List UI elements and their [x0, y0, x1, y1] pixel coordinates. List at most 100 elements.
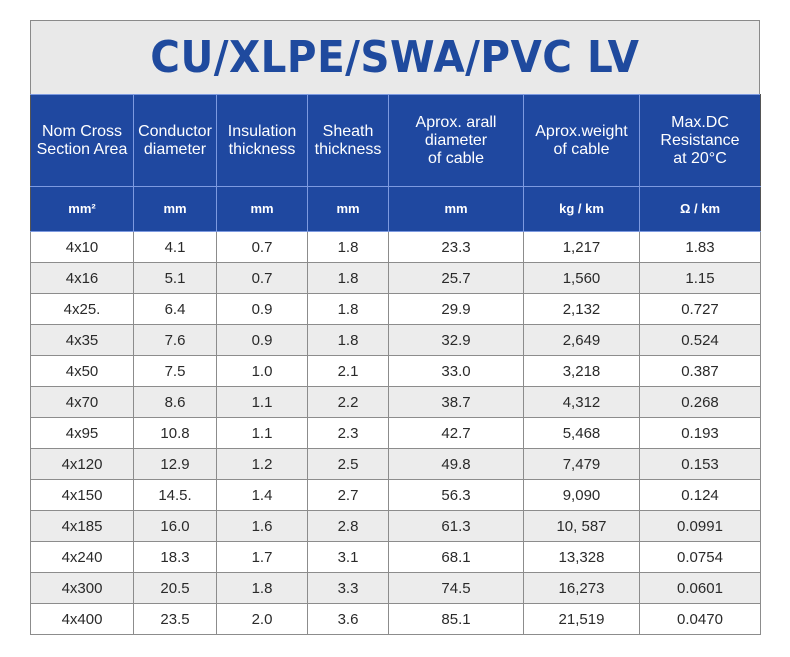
cell-max-dc-resistance: 0.124	[639, 479, 761, 511]
unit-overall-diameter: mm	[388, 186, 524, 232]
cell-conductor-diameter: 12.9	[133, 448, 217, 480]
table-row: 4x150 14.5. 1.4 2.7 56.3 9,090 0.124	[30, 479, 761, 511]
cell-insulation-thickness: 1.7	[216, 541, 308, 573]
column-header-max-dc-resistance: Max.DC Resistance at 20°C	[639, 94, 761, 187]
cell-max-dc-resistance: 0.524	[639, 324, 761, 356]
cell-max-dc-resistance: 1.15	[639, 262, 761, 294]
cell-cable-weight: 2,649	[523, 324, 640, 356]
header-line: Section Area	[36, 140, 128, 158]
cell-max-dc-resistance: 0.153	[639, 448, 761, 480]
cell-cable-weight: 3,218	[523, 355, 640, 387]
header-line: Conductor	[138, 122, 212, 140]
column-header-sheath-thickness: Sheath thickness	[307, 94, 389, 187]
cell-sheath-thickness: 2.3	[307, 417, 389, 449]
header-line: of cable	[553, 140, 610, 158]
header-line: at 20°C	[673, 149, 727, 167]
table-row: 4x16 5.1 0.7 1.8 25.7 1,560 1.15	[30, 262, 761, 294]
cell-cable-weight: 1,560	[523, 262, 640, 294]
cell-max-dc-resistance: 0.0470	[639, 603, 761, 635]
cell-overall-diameter: 61.3	[388, 510, 524, 542]
cell-sheath-thickness: 2.2	[307, 386, 389, 418]
cell-insulation-thickness: 1.8	[216, 572, 308, 604]
cell-overall-diameter: 38.7	[388, 386, 524, 418]
cell-conductor-diameter: 20.5	[133, 572, 217, 604]
cell-cable-weight: 1,217	[523, 231, 640, 263]
cell-conductor-diameter: 18.3	[133, 541, 217, 573]
header-line: of cable	[427, 149, 485, 167]
cell-nom-cross-section: 4x35	[30, 324, 134, 356]
unit-cable-weight: kg / km	[523, 186, 640, 232]
cell-nom-cross-section: 4x300	[30, 572, 134, 604]
cell-sheath-thickness: 2.7	[307, 479, 389, 511]
cell-cable-weight: 7,479	[523, 448, 640, 480]
cell-conductor-diameter: 8.6	[133, 386, 217, 418]
cell-overall-diameter: 56.3	[388, 479, 524, 511]
cell-cable-weight: 16,273	[523, 572, 640, 604]
table-row: 4x120 12.9 1.2 2.5 49.8 7,479 0.153	[30, 448, 761, 480]
table-row: 4x300 20.5 1.8 3.3 74.5 16,273 0.0601	[30, 572, 761, 604]
header-line: Resistance	[660, 131, 740, 149]
cell-sheath-thickness: 2.5	[307, 448, 389, 480]
cell-nom-cross-section: 4x16	[30, 262, 134, 294]
cell-overall-diameter: 23.3	[388, 231, 524, 263]
title-banner: CU/XLPE/SWA/PVC LV	[30, 20, 760, 94]
cell-sheath-thickness: 2.8	[307, 510, 389, 542]
column-header-cable-weight: Aprox.weight of cable	[523, 94, 640, 187]
cell-nom-cross-section: 4x70	[30, 386, 134, 418]
cell-nom-cross-section: 4x185	[30, 510, 134, 542]
table-row: 4x50 7.5 1.0 2.1 33.0 3,218 0.387	[30, 355, 761, 387]
cell-cable-weight: 10, 587	[523, 510, 640, 542]
cell-cable-weight: 13,328	[523, 541, 640, 573]
table-row: 4x240 18.3 1.7 3.1 68.1 13,328 0.0754	[30, 541, 761, 573]
header-line: Insulation	[227, 122, 297, 140]
cell-overall-diameter: 33.0	[388, 355, 524, 387]
table-row: 4x25. 6.4 0.9 1.8 29.9 2,132 0.727	[30, 293, 761, 325]
cell-insulation-thickness: 1.6	[216, 510, 308, 542]
cell-overall-diameter: 25.7	[388, 262, 524, 294]
cell-conductor-diameter: 14.5.	[133, 479, 217, 511]
cell-insulation-thickness: 1.1	[216, 417, 308, 449]
cell-cable-weight: 4,312	[523, 386, 640, 418]
cell-nom-cross-section: 4x120	[30, 448, 134, 480]
cell-cable-weight: 2,132	[523, 293, 640, 325]
cell-insulation-thickness: 1.2	[216, 448, 308, 480]
cell-insulation-thickness: 1.0	[216, 355, 308, 387]
cell-overall-diameter: 85.1	[388, 603, 524, 635]
table-row: 4x35 7.6 0.9 1.8 32.9 2,649 0.524	[30, 324, 761, 356]
spec-table: Nom Cross Section Area Conductor diameter In…	[30, 94, 761, 635]
column-header-row: Nom Cross Section Area Conductor diameter In…	[30, 94, 761, 187]
cell-max-dc-resistance: 0.268	[639, 386, 761, 418]
cell-max-dc-resistance: 0.0754	[639, 541, 761, 573]
cell-conductor-diameter: 10.8	[133, 417, 217, 449]
cell-insulation-thickness: 1.4	[216, 479, 308, 511]
cell-cable-weight: 21,519	[523, 603, 640, 635]
cell-sheath-thickness: 1.8	[307, 293, 389, 325]
cell-nom-cross-section: 4x10	[30, 231, 134, 263]
column-header-conductor-diameter: Conductor diameter	[133, 94, 217, 187]
page-title: CU/XLPE/SWA/PVC LV	[150, 32, 640, 83]
cell-conductor-diameter: 16.0	[133, 510, 217, 542]
unit-max-dc-resistance: Ω / km	[639, 186, 761, 232]
cell-max-dc-resistance: 0.387	[639, 355, 761, 387]
cell-nom-cross-section: 4x240	[30, 541, 134, 573]
cell-sheath-thickness: 1.8	[307, 262, 389, 294]
table-row: 4x95 10.8 1.1 2.3 42.7 5,468 0.193	[30, 417, 761, 449]
table-row: 4x70 8.6 1.1 2.2 38.7 4,312 0.268	[30, 386, 761, 418]
cell-overall-diameter: 68.1	[388, 541, 524, 573]
cell-sheath-thickness: 3.6	[307, 603, 389, 635]
header-line: Aprox.weight	[535, 122, 628, 140]
cell-insulation-thickness: 1.1	[216, 386, 308, 418]
cell-sheath-thickness: 3.3	[307, 572, 389, 604]
column-header-nom-cross-section: Nom Cross Section Area	[30, 94, 134, 187]
header-line: Aprox. arall	[415, 113, 497, 131]
cell-conductor-diameter: 7.6	[133, 324, 217, 356]
unit-sheath-thickness: mm	[307, 186, 389, 232]
cell-conductor-diameter: 4.1	[133, 231, 217, 263]
unit-conductor-diameter: mm	[133, 186, 217, 232]
cell-max-dc-resistance: 0.727	[639, 293, 761, 325]
header-line: thickness	[314, 140, 382, 158]
cell-max-dc-resistance: 1.83	[639, 231, 761, 263]
cell-cable-weight: 9,090	[523, 479, 640, 511]
header-line: Max.DC	[671, 113, 729, 131]
cell-insulation-thickness: 0.7	[216, 231, 308, 263]
